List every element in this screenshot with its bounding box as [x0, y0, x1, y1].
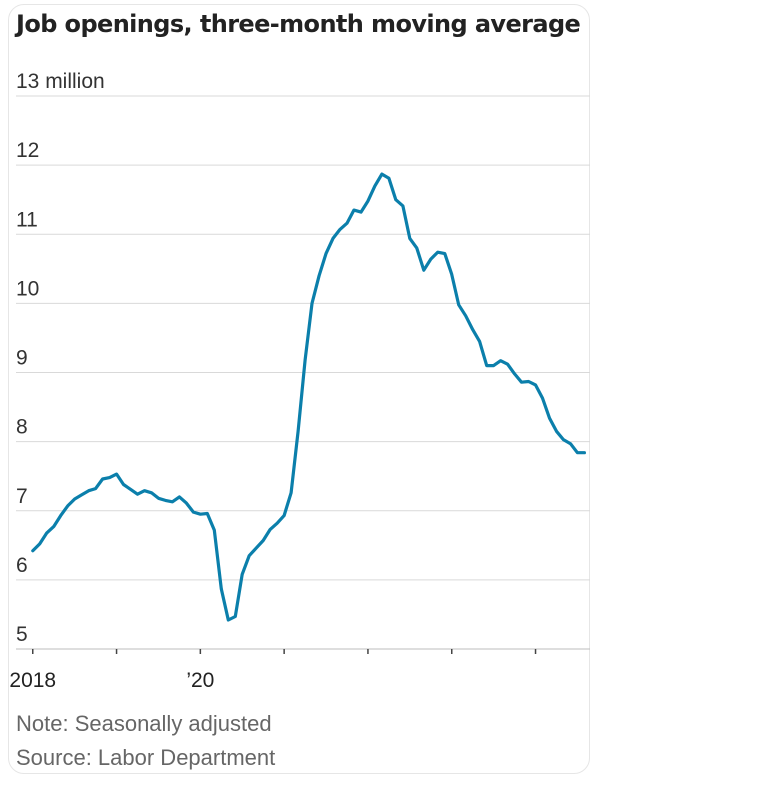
- y-tick-label: 9: [16, 347, 28, 370]
- y-axis-unit-label: 13 million: [16, 70, 105, 93]
- series-line-job-openings: [31, 172, 587, 622]
- chart-note: Note: Seasonally adjusted: [16, 711, 272, 736]
- chart-title: Job openings, three-month moving average: [16, 10, 581, 38]
- y-tick-labels: 5 6 7 8 9 10 11 12: [16, 139, 39, 646]
- y-tick-label: 11: [16, 208, 38, 231]
- y-tick-label: 12: [16, 139, 39, 162]
- y-tick-label: 6: [16, 554, 28, 577]
- x-tick-label: ’20: [186, 669, 214, 692]
- series-layer: [31, 172, 587, 622]
- y-tick-label: 7: [16, 485, 28, 508]
- chart-card: [8, 4, 590, 774]
- y-tick-label: 5: [16, 623, 28, 646]
- y-tick-label: 10: [16, 277, 39, 300]
- y-tick-label: 8: [16, 416, 28, 439]
- x-tick-label: 2018: [9, 669, 56, 692]
- chart-source: Source: Labor Department: [16, 745, 276, 770]
- x-axis: 2018 ’20: [9, 649, 537, 692]
